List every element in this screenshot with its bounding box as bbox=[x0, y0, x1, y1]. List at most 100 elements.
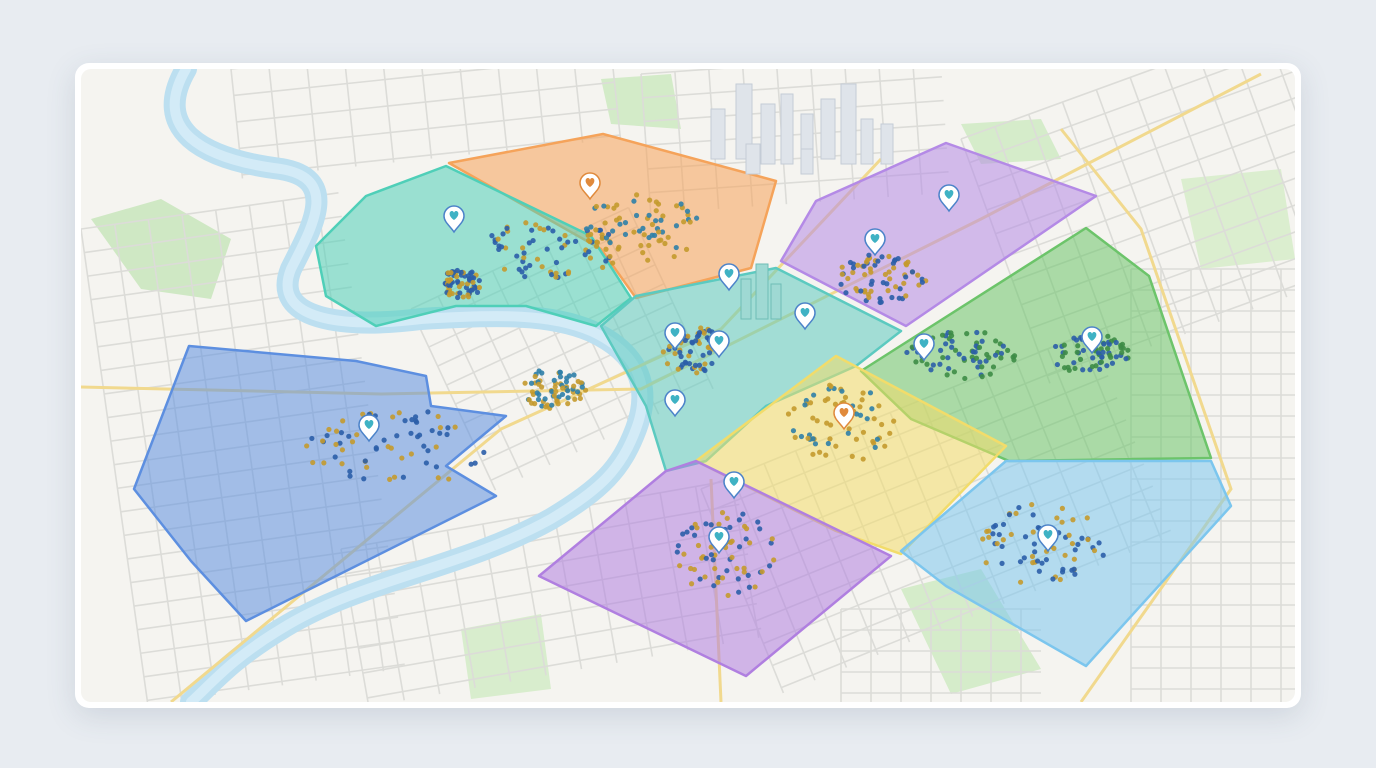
activity-dot bbox=[339, 447, 346, 453]
activity-dot bbox=[574, 389, 581, 395]
pin-heart bbox=[1087, 332, 1097, 341]
activity-dot bbox=[309, 435, 315, 442]
activity-dot bbox=[1059, 505, 1065, 511]
activity-dot bbox=[996, 531, 1002, 538]
activity-dot bbox=[859, 397, 865, 403]
activity-dot bbox=[817, 449, 823, 455]
activity-dot bbox=[689, 525, 695, 531]
activity-dot bbox=[346, 433, 352, 439]
activity-dot bbox=[872, 444, 878, 450]
activity-dot bbox=[553, 259, 560, 266]
activity-dot bbox=[938, 347, 944, 353]
map-pin bbox=[938, 184, 960, 213]
activity-dot bbox=[686, 361, 693, 367]
street-grid bbox=[840, 608, 1041, 702]
activity-dot bbox=[1104, 363, 1110, 369]
activity-dot bbox=[408, 451, 414, 457]
activity-dot bbox=[1052, 343, 1059, 350]
pin-heart bbox=[714, 532, 724, 541]
activity-dot bbox=[916, 282, 922, 288]
building bbox=[860, 118, 874, 165]
activity-dot bbox=[956, 351, 962, 357]
activity-dot bbox=[1017, 559, 1024, 565]
activity-dot bbox=[1096, 540, 1102, 546]
activity-dot bbox=[685, 333, 691, 339]
activity-dot bbox=[1100, 349, 1106, 355]
street bbox=[239, 107, 618, 150]
activity-dot bbox=[692, 362, 699, 368]
activity-dot bbox=[1090, 355, 1096, 361]
activity-dot bbox=[656, 229, 662, 235]
activity-dot bbox=[693, 338, 699, 344]
activity-dot bbox=[708, 552, 715, 558]
activity-dot bbox=[999, 543, 1005, 550]
activity-dot bbox=[945, 355, 951, 361]
activity-dot bbox=[622, 220, 629, 226]
activity-dot bbox=[447, 277, 453, 283]
activity-dot bbox=[396, 410, 402, 416]
activity-dot bbox=[973, 355, 980, 361]
activity-dot bbox=[673, 223, 680, 229]
activity-dot bbox=[872, 262, 878, 268]
activity-dot bbox=[839, 264, 845, 270]
activity-dot bbox=[701, 366, 707, 372]
activity-dot bbox=[476, 284, 482, 291]
activity-dot bbox=[937, 361, 943, 367]
street bbox=[494, 69, 508, 151]
activity-dot bbox=[582, 252, 588, 258]
activity-dot bbox=[1071, 556, 1077, 562]
activity-dot bbox=[1101, 341, 1107, 347]
activity-dot bbox=[946, 365, 952, 372]
activity-dot bbox=[992, 352, 999, 358]
activity-dot bbox=[523, 265, 529, 271]
activity-dot bbox=[913, 359, 919, 365]
street bbox=[1197, 69, 1288, 298]
map-pin bbox=[1081, 326, 1103, 355]
activity-dot bbox=[1005, 347, 1011, 353]
activity-dot bbox=[1054, 361, 1061, 368]
activity-dot bbox=[769, 536, 775, 542]
activity-dot bbox=[679, 362, 686, 368]
activity-dot bbox=[649, 232, 655, 238]
activity-dot bbox=[622, 231, 629, 238]
activity-dot bbox=[332, 454, 338, 460]
activity-dot bbox=[875, 258, 881, 264]
activity-dot bbox=[741, 565, 747, 571]
activity-dot bbox=[1059, 353, 1066, 360]
activity-dot bbox=[562, 232, 568, 239]
activity-dot bbox=[337, 440, 343, 446]
activity-dot bbox=[674, 203, 680, 209]
activity-dot bbox=[425, 409, 431, 415]
activity-dot bbox=[563, 379, 570, 385]
activity-dot bbox=[445, 425, 451, 431]
activity-dot bbox=[444, 431, 450, 438]
activity-dot bbox=[857, 412, 864, 418]
activity-dot bbox=[675, 366, 681, 372]
activity-dot bbox=[858, 288, 864, 294]
activity-dot bbox=[810, 415, 816, 421]
building bbox=[740, 278, 752, 320]
map-pin bbox=[708, 330, 730, 359]
activity-dot bbox=[593, 243, 600, 249]
activity-dot bbox=[347, 473, 353, 479]
activity-dot bbox=[790, 428, 797, 434]
pin-heart bbox=[364, 420, 374, 429]
activity-dot bbox=[850, 269, 856, 276]
activity-dot bbox=[1066, 532, 1072, 538]
activity-dot bbox=[901, 280, 907, 286]
activity-dot bbox=[523, 220, 529, 226]
activity-dot bbox=[660, 213, 666, 219]
district bbox=[314, 164, 633, 328]
activity-dot bbox=[535, 396, 542, 403]
activity-dot bbox=[993, 338, 999, 344]
activity-dot bbox=[1016, 504, 1022, 511]
street bbox=[640, 69, 941, 75]
activity-dot bbox=[532, 401, 538, 407]
activity-dot bbox=[599, 235, 605, 241]
activity-dot bbox=[399, 455, 405, 461]
activity-dot bbox=[869, 406, 875, 412]
activity-dot bbox=[1125, 347, 1131, 353]
building bbox=[820, 98, 836, 160]
map-card bbox=[75, 63, 1301, 708]
activity-dot bbox=[677, 563, 683, 569]
